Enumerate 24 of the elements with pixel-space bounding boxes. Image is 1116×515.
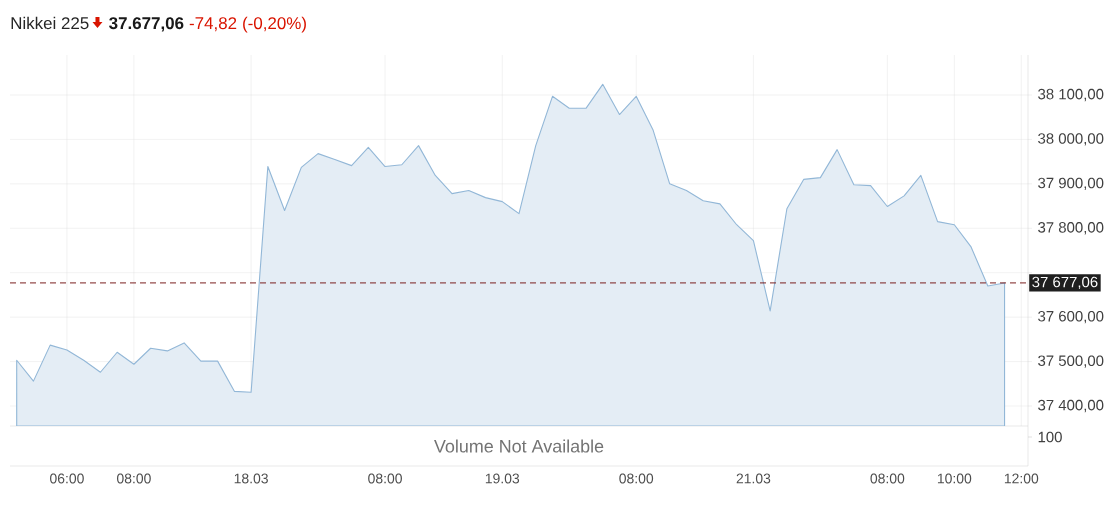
text: Volume Not Available <box>434 439 604 453</box>
y-tick-label: 37 400,00 <box>1038 399 1104 413</box>
text: -74,82 <box>189 17 237 32</box>
y-tick-label: 37 900,00 <box>1038 177 1104 191</box>
y-tick-label: 37 500,00 <box>1038 355 1104 368</box>
y-tick-label: 38 100,00 <box>1038 88 1104 102</box>
y-tick-label: 37 600,00 <box>1038 310 1104 324</box>
x-tick-label: 08:00 <box>870 473 905 484</box>
x-tick-label: 18.03 <box>234 473 268 484</box>
text: (-0,20%) <box>243 16 306 33</box>
y-tick-label: 38 000,00 <box>1038 133 1104 146</box>
x-tick-label: 08:00 <box>117 473 151 484</box>
x-tick-label: 08:00 <box>619 473 654 484</box>
x-tick-label: 10:00 <box>937 473 972 484</box>
chart-title: Nikkei 225 <box>11 16 89 30</box>
x-tick-label: 06:00 <box>50 473 84 484</box>
text: 100 <box>1038 431 1062 443</box>
y-tick-label: 37 800,00 <box>1038 222 1104 235</box>
ref-line-label: 37 677,06 <box>1032 276 1098 290</box>
text: 37.677,06 <box>109 17 184 32</box>
x-tick-label: 08:00 <box>368 473 402 484</box>
x-tick-label: 21.03 <box>736 473 771 484</box>
x-tick-label: 19.03 <box>485 473 520 484</box>
x-tick-label: 12:00 <box>1004 473 1039 484</box>
